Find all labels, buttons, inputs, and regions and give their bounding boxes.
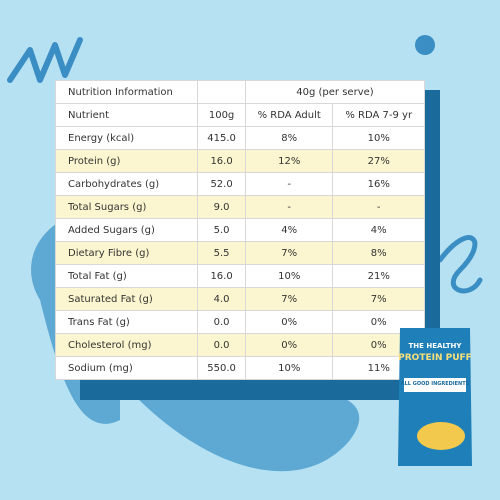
- table-cell: Total Sugars (g): [54, 195, 199, 219]
- table-cell: Energy (kcal): [54, 126, 199, 150]
- table-cell: -: [244, 172, 334, 196]
- table-cell: [197, 80, 246, 104]
- table-cell: Added Sugars (g): [54, 218, 199, 242]
- table-cell: 5.5: [197, 241, 246, 265]
- table-cell: 4.0: [197, 287, 246, 311]
- nutrition-table: Nutrition Information 40g (per serve) Nutr…: [54, 80, 426, 380]
- table-cell: Cholesterol (mg): [54, 333, 199, 357]
- table-cell: 0.0: [197, 310, 246, 334]
- table-cell: 16.0: [197, 264, 246, 288]
- table-cell: 9.0: [197, 195, 246, 219]
- table-cell: 4%: [244, 218, 334, 242]
- table-cell: 12%: [244, 149, 334, 173]
- table-cell: 10%: [244, 356, 334, 380]
- product-pack: THE HEALTHY PROTEIN PUFF ALL GOOD INGRED…: [396, 326, 474, 468]
- table-cell: -: [244, 195, 334, 219]
- table-cell: 8%: [332, 241, 425, 265]
- table-cell: Carbohydrates (g): [54, 172, 199, 196]
- table-cell: 40g (per serve): [244, 80, 426, 104]
- table-cell: 0.0: [197, 333, 246, 357]
- table-cell: 16.0: [197, 149, 246, 173]
- pack-line: THE HEALTHY: [408, 342, 462, 350]
- table-row: Added Sugars (g) 5.0 4% 4%: [54, 218, 425, 242]
- table-cell: 8%: [244, 126, 334, 150]
- table-cell: 10%: [332, 126, 425, 150]
- table-cell: 7%: [332, 287, 425, 311]
- pack-shape: [398, 328, 472, 466]
- table-row: Nutrition Information 40g (per serve): [54, 80, 426, 104]
- table-row: Nutrient 100g% RDA Adult% RDA 7-9 yr: [54, 103, 425, 127]
- table-row: Trans Fat (g) 0.0 0% 0%: [54, 310, 425, 334]
- table-cell: Saturated Fat (g): [54, 287, 199, 311]
- table-cell: 415.0: [197, 126, 246, 150]
- dot: [415, 35, 435, 55]
- table-cell: Nutrient: [54, 103, 199, 127]
- table-row: Total Sugars (g) 9.0- -: [54, 195, 425, 219]
- table-cell: Nutrition Information: [54, 80, 199, 104]
- table-row: Dietary Fibre (g) 5.5 7% 8%: [54, 241, 425, 265]
- table-row: Saturated Fat (g) 4.0 7% 7%: [54, 287, 425, 311]
- table-cell: 10%: [244, 264, 334, 288]
- table-cell: % RDA 7-9 yr: [332, 103, 425, 127]
- table-cell: 7%: [244, 287, 334, 311]
- table-cell: Dietary Fibre (g): [54, 241, 199, 265]
- table-cell: 5.0: [197, 218, 246, 242]
- table-cell: Protein (g): [54, 149, 199, 173]
- table-row: Sodium (mg) 550.0 10% 11%: [54, 356, 425, 380]
- table-row: Energy (kcal) 415.0 8% 10%: [54, 126, 425, 150]
- squiggle: [7, 37, 83, 83]
- squiggle: [437, 235, 483, 294]
- table-row: Cholesterol (mg) 0.0 0% 0%: [54, 333, 425, 357]
- table-cell: 16%: [332, 172, 425, 196]
- table-cell: Trans Fat (g): [54, 310, 199, 334]
- table-row: Protein (g) 16.0 12% 27%: [54, 149, 425, 173]
- table-cell: 0%: [244, 333, 334, 357]
- table-cell: 7%: [244, 241, 334, 265]
- table-row: Carbohydrates (g) 52.0-16%: [54, 172, 425, 196]
- table-cell: 4%: [332, 218, 425, 242]
- pack-line: ALL GOOD INGREDIENTS: [400, 381, 470, 387]
- table-cell: 0%: [244, 310, 334, 334]
- blob: [120, 380, 360, 472]
- table-cell: 100g: [197, 103, 246, 127]
- table-cell: % RDA Adult: [244, 103, 334, 127]
- table-cell: 52.0: [197, 172, 246, 196]
- table-cell: -: [332, 195, 425, 219]
- table-cell: 550.0: [197, 356, 246, 380]
- table-cell: Sodium (mg): [54, 356, 199, 380]
- pack-title: PROTEIN PUFF: [398, 353, 472, 363]
- table-cell: 21%: [332, 264, 425, 288]
- table-row: Total Fat (g) 16.0 10% 21%: [54, 264, 425, 288]
- table-cell: Total Fat (g): [54, 264, 199, 288]
- table-cell: 27%: [332, 149, 425, 173]
